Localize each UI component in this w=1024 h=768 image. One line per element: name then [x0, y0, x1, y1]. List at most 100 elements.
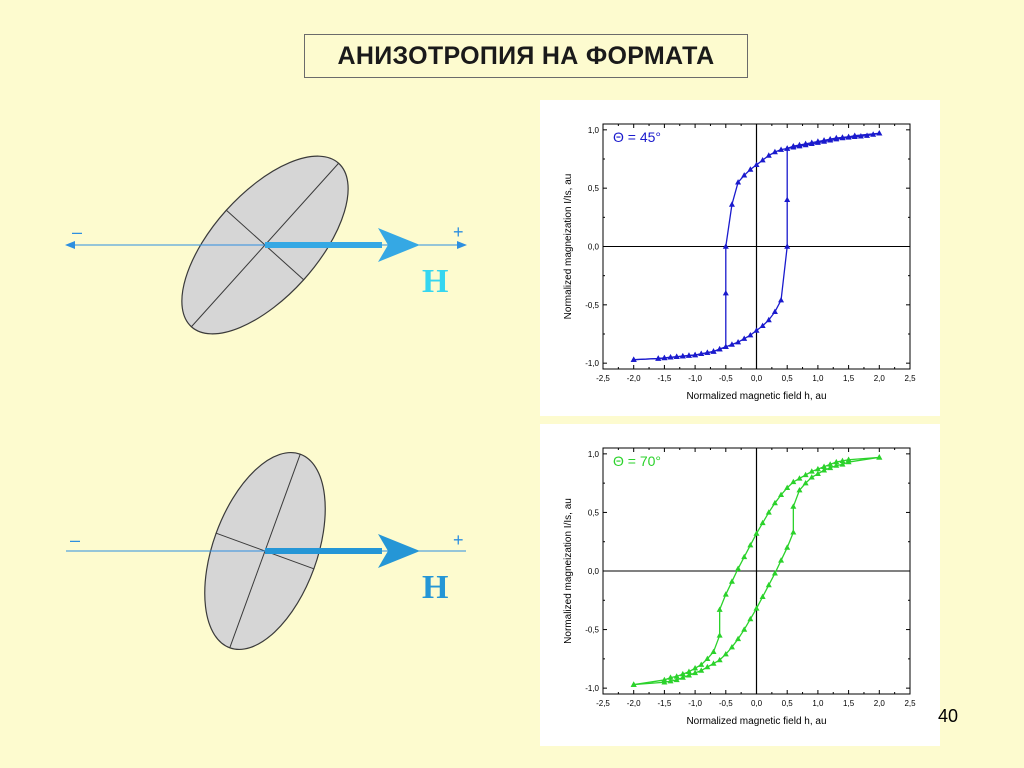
data-point	[716, 345, 723, 352]
x-tick-label: 1,5	[843, 699, 855, 708]
data-point	[765, 581, 772, 588]
data-point	[821, 467, 828, 473]
data-point	[747, 331, 754, 338]
x-tick-label: 0,0	[751, 374, 763, 383]
x-tick-label: -2,0	[627, 374, 641, 383]
series-line-0	[633, 456, 880, 686]
x-tick-label: -0,5	[719, 374, 733, 383]
x-tick-label: -2,5	[596, 699, 610, 708]
data-point	[728, 341, 735, 347]
y-tick-label: -0,5	[585, 301, 599, 310]
data-point	[784, 196, 791, 203]
theta-annotation: Θ = 70°	[613, 453, 661, 469]
data-point	[735, 179, 742, 185]
data-point	[667, 674, 674, 680]
data-point	[778, 296, 785, 303]
field-arrow-head	[378, 534, 420, 568]
data-point	[741, 335, 748, 341]
x-tick-label: 0,5	[782, 699, 794, 708]
data-point	[765, 509, 772, 515]
x-tick-label: 2,5	[904, 374, 916, 383]
data-point	[673, 353, 680, 359]
field-label-h: H	[422, 569, 448, 606]
data-point	[735, 565, 742, 571]
x-tick-label: 2,5	[904, 699, 916, 708]
data-point	[722, 650, 729, 657]
y-axis-label: Normalized magneization I/Is, au	[563, 498, 574, 644]
data-point	[802, 471, 809, 478]
data-point	[778, 146, 785, 152]
data-point	[685, 668, 692, 674]
data-point	[692, 665, 699, 671]
data-point	[808, 474, 815, 480]
y-axis-label: Normalized magneization I/Is, au	[563, 174, 574, 320]
data-point	[821, 137, 828, 143]
diagram-theta-45: – + H	[65, 155, 467, 335]
data-point	[710, 348, 717, 354]
data-point	[698, 661, 705, 667]
data-point	[728, 578, 735, 584]
data-point	[778, 557, 785, 563]
data-point	[845, 133, 852, 140]
data-point	[698, 350, 705, 357]
data-point	[808, 468, 815, 474]
shape-anisotropy-diagrams: – + H – + H	[65, 155, 467, 651]
y-tick-label: 0,5	[588, 508, 600, 517]
data-point	[704, 655, 711, 662]
data-point	[753, 605, 760, 611]
data-point	[851, 132, 858, 138]
title-box: АНИЗОТРОПИЯ НА ФОРМАТА	[304, 34, 748, 78]
data-point	[735, 635, 742, 642]
data-point	[765, 152, 772, 158]
data-point	[839, 457, 846, 464]
data-point	[784, 544, 791, 550]
data-point	[759, 519, 766, 526]
data-point	[692, 669, 699, 676]
data-point	[747, 615, 754, 622]
data-point	[710, 660, 717, 666]
data-point	[790, 478, 797, 485]
data-point	[833, 458, 840, 465]
data-point	[667, 677, 674, 684]
x-tick-label: -0,5	[719, 699, 733, 708]
data-point	[784, 243, 791, 249]
x-tick-label: 1,0	[812, 699, 824, 708]
data-point	[857, 133, 864, 139]
plus-label: +	[453, 530, 464, 550]
data-point	[827, 135, 834, 142]
y-tick-label: -0,5	[585, 626, 599, 635]
data-point	[876, 454, 883, 460]
data-point	[630, 356, 637, 362]
y-tick-label: -1,0	[585, 684, 599, 693]
data-point	[679, 670, 686, 677]
x-axis-label: Normalized magnetic field h, au	[686, 716, 826, 727]
data-point	[814, 465, 821, 472]
minus-label: –	[70, 530, 80, 550]
data-point	[753, 327, 760, 333]
data-point	[747, 166, 754, 172]
page-number: 40	[938, 706, 959, 726]
data-point	[778, 491, 785, 498]
data-point	[716, 632, 723, 638]
data-point	[771, 499, 778, 506]
data-point	[802, 479, 809, 486]
x-tick-label: 2,0	[874, 699, 886, 708]
y-tick-label: -1,0	[585, 359, 599, 368]
data-point	[790, 142, 797, 149]
data-point	[845, 458, 852, 465]
data-point	[839, 461, 846, 467]
hysteresis-chart-45: -2,5 -2,0 -1,5 -1,0 -0,5 0,0 0,5 1,0 1,5 2,0 2,5 1,…	[563, 123, 916, 402]
data-point	[722, 591, 729, 597]
x-tick-label: 0,5	[782, 374, 794, 383]
data-point	[864, 132, 871, 138]
data-point	[802, 140, 809, 147]
data-point	[685, 672, 692, 678]
data-point	[679, 674, 686, 680]
data-point	[771, 148, 778, 155]
data-point	[741, 172, 748, 178]
data-point	[827, 464, 834, 471]
data-point	[716, 606, 723, 612]
data-point	[679, 352, 686, 359]
y-tick-label: 0,5	[588, 184, 600, 193]
field-label-h: H	[422, 263, 448, 300]
